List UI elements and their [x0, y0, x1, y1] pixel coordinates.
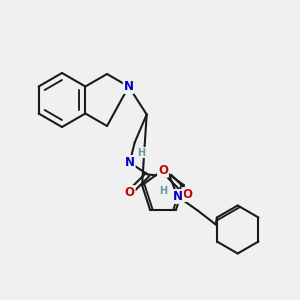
Text: H: H	[138, 148, 146, 158]
Text: N: N	[124, 80, 134, 93]
Text: O: O	[158, 164, 168, 176]
Text: N: N	[125, 156, 135, 169]
Text: O: O	[183, 188, 193, 201]
Text: O: O	[125, 186, 135, 199]
Text: H: H	[160, 187, 168, 196]
Text: N: N	[173, 190, 183, 203]
